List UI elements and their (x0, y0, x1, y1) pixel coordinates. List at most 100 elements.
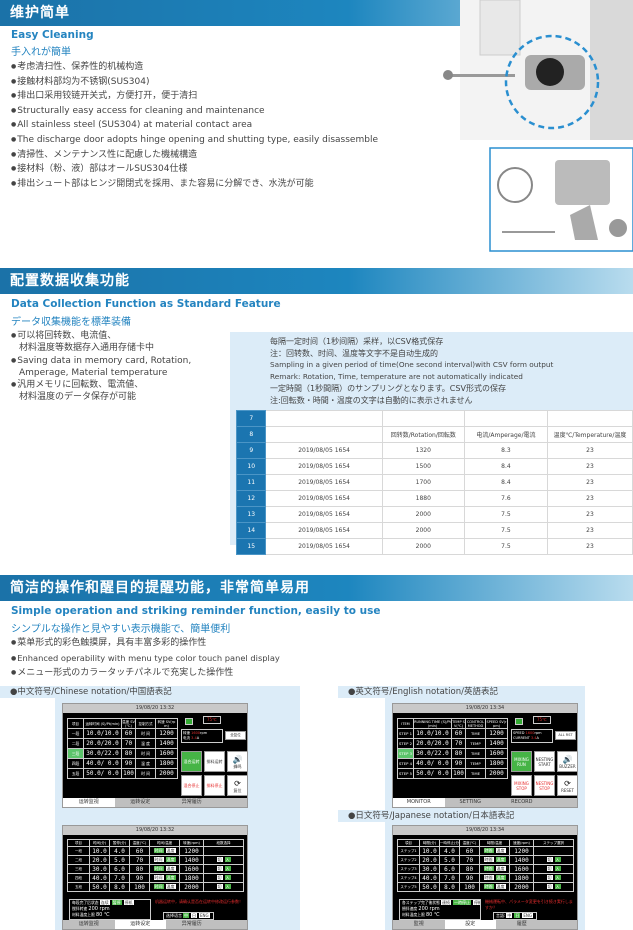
reset-all-button[interactable]: 全复位 (225, 731, 246, 740)
table-cell[interactable]: 6.0 (109, 864, 130, 874)
step-label[interactable]: 二段 (67, 738, 84, 749)
language-option[interactable]: 中 (506, 913, 513, 918)
toggle-temp[interactable]: 温度 (495, 865, 506, 871)
table-cell[interactable]: 5.0 (439, 855, 460, 865)
select-on[interactable]: 入 (554, 883, 561, 889)
table-cell[interactable]: 30.0 (419, 864, 440, 874)
toggle-temp[interactable]: 温度 (165, 874, 176, 880)
table-cell[interactable]: 8.0 (439, 882, 460, 892)
table-cell[interactable]: 60 (129, 846, 150, 856)
toggle-time[interactable]: 時間 (483, 874, 494, 880)
select-on[interactable]: 入 (224, 883, 231, 889)
select-on[interactable]: 入 (554, 865, 561, 871)
mix-speed-value[interactable]: 200 rpm (418, 905, 440, 912)
time-temp-toggle[interactable]: 時間 温度 (479, 855, 510, 865)
toggle-temp[interactable]: 温度 (495, 874, 506, 880)
end-state-option[interactable]: 一時停止 (452, 900, 471, 905)
table-cell[interactable]: 1800 (179, 873, 204, 883)
step-label[interactable]: 四段 (67, 758, 84, 769)
table-cell[interactable]: 100 (129, 882, 150, 892)
table-cell[interactable]: 1400 (509, 855, 534, 865)
select-off[interactable]: 切 (216, 865, 223, 871)
tab[interactable]: 运转监视 (78, 921, 99, 927)
mixing-run-button[interactable]: 混合运转 (181, 751, 202, 772)
table-cell[interactable]: 4.0 (439, 846, 460, 856)
table-cell[interactable]: 70 (129, 855, 150, 865)
toggle-time[interactable]: 时间 (153, 865, 164, 871)
tab[interactable]: 异常履历 (181, 921, 202, 927)
table-cell[interactable]: 1200 (179, 846, 204, 856)
language-option[interactable]: 中 (183, 913, 189, 918)
table-cell[interactable]: 7.0 (109, 873, 130, 883)
table-cell[interactable]: 100 (459, 882, 480, 892)
select-off[interactable]: 切 (546, 883, 553, 889)
end-state-option[interactable]: 停机 (123, 900, 134, 905)
toggle-temp[interactable]: 温度 (495, 847, 506, 853)
toggle-time[interactable]: 時間 (483, 856, 494, 862)
select-on[interactable]: 入 (554, 874, 561, 880)
step-label[interactable]: STEP 3 (397, 748, 414, 759)
table-cell[interactable]: 90 (459, 873, 480, 883)
table-cell[interactable]: 1600 (179, 864, 204, 874)
toggle-time[interactable]: 時間 (483, 883, 494, 889)
discharge-run-button[interactable]: 排料运转 (204, 751, 225, 772)
select-off[interactable]: 切 (546, 865, 553, 871)
tab[interactable]: SETTING (459, 799, 481, 805)
reset-button[interactable]: ⟳ RESET (557, 775, 577, 796)
time-temp-toggle[interactable]: 时间 温度 (149, 882, 180, 892)
toggle-time[interactable]: 时间 (153, 883, 164, 889)
table-cell[interactable]: 10.0 (89, 846, 110, 856)
tab[interactable]: 履歴 (516, 921, 527, 927)
tab[interactable]: 設定 (444, 920, 497, 929)
time-temp-toggle[interactable]: 時間 温度 (479, 873, 510, 883)
step-select[interactable] (203, 846, 244, 856)
table-cell[interactable]: 10.0 (419, 846, 440, 856)
time-temp-toggle[interactable]: 时间 温度 (149, 846, 180, 856)
table-cell[interactable]: 20.0 (89, 855, 110, 865)
mix-speed-value[interactable]: 200 rpm (88, 905, 110, 912)
step-select[interactable]: 切入 (533, 873, 574, 883)
reset-all-button[interactable]: ALL RST (555, 731, 576, 740)
mixing-stop-button[interactable]: MIXING STOP (511, 775, 532, 796)
language-option[interactable]: ENG (522, 913, 533, 918)
table-cell[interactable]: 5.0 (109, 855, 130, 865)
tab[interactable]: 异常履历 (181, 799, 202, 805)
table-cell[interactable]: 40.0 (419, 873, 440, 883)
select-off[interactable]: 切 (216, 856, 223, 862)
end-state-option[interactable]: 停機 (472, 900, 480, 905)
table-cell[interactable]: 2000 (509, 882, 534, 892)
step-select[interactable]: 切入 (533, 882, 574, 892)
language-option[interactable]: 日 (191, 913, 197, 918)
step-label[interactable]: 五段 (67, 768, 84, 779)
tab[interactable]: 运转设定 (114, 920, 167, 929)
table-cell[interactable]: 1800 (509, 873, 534, 883)
discharge-stop-button[interactable]: 排料停止 (204, 775, 225, 796)
step-label[interactable]: STEP 4 (397, 758, 414, 769)
toggle-time[interactable]: 时间 (153, 856, 164, 862)
mixing-stop-button[interactable]: 混合停止 (181, 775, 202, 796)
select-on[interactable]: 入 (224, 865, 231, 871)
step-label[interactable]: STEP 2 (397, 738, 414, 749)
table-cell[interactable]: 90 (129, 873, 150, 883)
step-select[interactable] (533, 846, 574, 856)
time-temp-toggle[interactable]: 时间 温度 (149, 864, 180, 874)
toggle-temp[interactable]: 温度 (495, 856, 506, 862)
step-label[interactable]: 三段 (67, 748, 84, 759)
buzzer-button[interactable]: 🔊 BUZZER (557, 751, 577, 772)
table-cell[interactable]: 8.0 (109, 882, 130, 892)
tab[interactable]: 監視 (413, 921, 424, 927)
time-temp-toggle[interactable]: 時間 温度 (479, 846, 510, 856)
toggle-time[interactable]: 時間 (483, 847, 494, 853)
select-on[interactable]: 入 (554, 856, 561, 862)
language-option[interactable]: ENG (199, 913, 210, 918)
toggle-temp[interactable]: 温度 (165, 847, 176, 853)
discharge-stop-button[interactable]: NESTING STOP (534, 775, 555, 796)
select-on[interactable]: 入 (224, 874, 231, 880)
temp-limit-value[interactable]: 80 ℃ (96, 912, 110, 918)
table-cell[interactable]: 20.0 (419, 855, 440, 865)
end-state-option[interactable]: 連続 (440, 900, 451, 905)
step-select[interactable]: 切入 (533, 864, 574, 874)
step-select[interactable]: 切入 (533, 855, 574, 865)
end-state-option[interactable]: 暂停 (111, 900, 122, 905)
step-label[interactable]: STEP 1 (397, 728, 414, 739)
